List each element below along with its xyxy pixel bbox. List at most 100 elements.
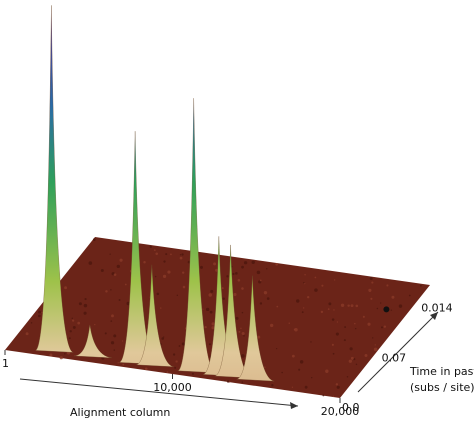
surface-speck xyxy=(380,302,382,304)
surface-speck xyxy=(368,288,372,292)
surface-speck xyxy=(104,332,107,335)
surface-speck xyxy=(334,279,336,281)
surface-speck xyxy=(68,337,71,340)
surface-speck xyxy=(299,360,304,364)
surface-speck xyxy=(275,262,279,266)
surface-speck xyxy=(291,354,295,358)
surface-speck xyxy=(109,253,111,255)
surface-speck xyxy=(105,290,108,293)
surface-speck xyxy=(373,347,378,352)
surface-speck xyxy=(124,283,127,286)
surface-speck xyxy=(211,322,215,326)
x-tick-label: 1 xyxy=(2,357,9,370)
surface-speck xyxy=(369,277,373,281)
surface-speck xyxy=(256,270,261,275)
surface-speck xyxy=(25,332,29,336)
surface-speck xyxy=(179,256,183,260)
surface-speck xyxy=(241,354,245,358)
surface-speck xyxy=(343,339,346,342)
surface-speck xyxy=(298,368,301,371)
surface-speck xyxy=(117,362,119,364)
surface-speck xyxy=(92,238,96,241)
surface-speck xyxy=(178,345,181,347)
surface-speck xyxy=(126,301,131,306)
surface-speck xyxy=(333,309,335,311)
surface-speck xyxy=(281,371,283,374)
surface-speck xyxy=(94,323,96,326)
x-arrowhead xyxy=(290,402,298,409)
surface-speck xyxy=(226,380,230,383)
surface-speck xyxy=(78,302,82,306)
surface-speck xyxy=(327,308,330,310)
surface-speck xyxy=(232,272,235,276)
surface-speck xyxy=(163,336,165,338)
surface-speck xyxy=(110,320,113,322)
surface-speck xyxy=(222,297,225,300)
surface-speck xyxy=(372,337,374,339)
surface-speck xyxy=(408,294,411,297)
surface-speck xyxy=(37,314,41,318)
surface-speck xyxy=(88,261,93,265)
surface-speck xyxy=(257,335,261,339)
surface-speck xyxy=(314,288,318,292)
surface-speck xyxy=(238,330,241,333)
surface-speck xyxy=(336,385,340,389)
surface-speck xyxy=(166,371,169,373)
surface-speck xyxy=(233,292,237,297)
surface-speck xyxy=(310,341,312,343)
surface-speck xyxy=(251,260,255,264)
surface-speck xyxy=(172,353,176,356)
y-tick-label: 0.014 xyxy=(421,302,453,315)
surface-speck xyxy=(240,327,242,329)
surface-speck xyxy=(331,318,335,321)
surface-speck xyxy=(153,249,156,252)
surface-speck xyxy=(116,264,120,269)
surface-speck xyxy=(110,289,112,291)
surface-speck xyxy=(276,305,279,308)
surface-speck xyxy=(275,348,278,350)
peak xyxy=(35,5,74,353)
surface-speck xyxy=(113,334,117,338)
surface-speck xyxy=(144,367,148,371)
surface-speck xyxy=(110,341,115,345)
surface-speck xyxy=(304,274,306,276)
surface-speck xyxy=(155,252,159,256)
x-tick-label: 10,000 xyxy=(153,381,192,394)
surface-speck xyxy=(294,328,298,332)
peak xyxy=(214,244,253,379)
surface-speck xyxy=(181,342,185,346)
surface-speck xyxy=(241,381,244,383)
y-tick-label: 0.07 xyxy=(382,351,407,364)
surface-speck xyxy=(113,349,116,351)
surface-speck xyxy=(204,325,207,329)
surface-speck xyxy=(355,363,358,366)
surface-speck xyxy=(163,260,166,263)
surface-speck xyxy=(241,287,244,290)
surface-speck xyxy=(355,304,359,308)
surface-speck xyxy=(165,253,168,256)
surface-speck xyxy=(354,322,356,325)
surface-speck xyxy=(302,307,305,309)
surface-speck xyxy=(266,297,270,300)
surface-speck xyxy=(350,304,354,308)
surface-speck xyxy=(374,344,376,346)
surface-speck xyxy=(325,369,329,374)
surface-speck xyxy=(398,304,403,308)
surface-speck xyxy=(364,354,368,357)
x-tick-label: 20,000 xyxy=(321,405,360,418)
surface-speck xyxy=(38,310,41,314)
surface-speck xyxy=(187,260,191,264)
surface-speck xyxy=(162,274,167,278)
surface-speck xyxy=(321,284,324,287)
surface-speck xyxy=(390,309,393,311)
surface-speck xyxy=(72,319,75,322)
x-axis-label: Alignment column xyxy=(70,406,170,419)
surface-speck xyxy=(367,322,371,326)
surface-speck xyxy=(386,284,389,287)
surface-speck xyxy=(259,279,262,282)
surface-speck xyxy=(72,325,76,329)
surface-speck xyxy=(176,294,179,297)
surface-speck xyxy=(348,359,352,363)
surface-speck xyxy=(30,322,33,324)
